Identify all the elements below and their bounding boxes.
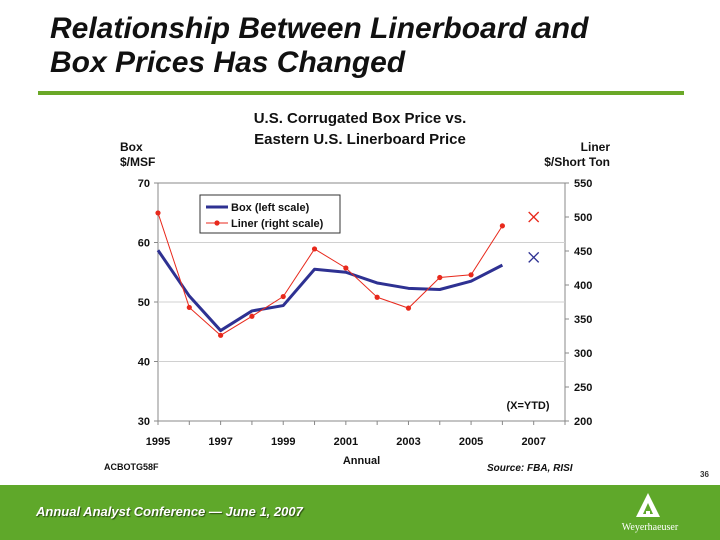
right-axis-title-line2: $/Short Ton [544, 155, 610, 169]
x-axis-tick-label: 1999 [271, 436, 295, 448]
footer-band [0, 485, 720, 540]
legend-liner-marker [214, 220, 220, 226]
left-axis-title-line2: $/MSF [120, 155, 156, 169]
right-axis-tick-label: 300 [574, 348, 592, 360]
chart-title-line1: U.S. Corrugated Box Price vs. [253, 110, 467, 127]
right-axis-tick-label: 450 [574, 246, 592, 258]
right-axis-title-line1: Liner [580, 140, 610, 154]
left-axis-title: Box $/MSF [120, 140, 155, 170]
logo-text: Weyerhaeuser [621, 522, 679, 533]
chart-title: U.S. Corrugated Box Price vs. Eastern U.… [200, 108, 520, 150]
left-axis-tick-label: 50 [138, 297, 150, 309]
right-axis-tick-label: 500 [574, 212, 592, 224]
liner-data-point [280, 293, 286, 300]
footer-text: Annual Analyst Conference — June 1, 2007 [36, 504, 303, 519]
liner-data-point [499, 223, 505, 229]
left-axis-tick-label: 40 [138, 357, 150, 369]
legend-box [199, 194, 341, 234]
slide-title: Relationship Between Linerboard and Box … [50, 12, 690, 80]
ytd-annotation: (X=YTD) [506, 400, 549, 412]
liner-data-point [218, 332, 224, 338]
left-axis-tick-label: 30 [138, 416, 150, 428]
box-series-line [156, 249, 504, 333]
right-axis-tick-label: 550 [574, 178, 592, 190]
slide-title-line2: Box Prices Has Changed [50, 46, 406, 79]
liner-data-point [374, 294, 380, 300]
source-note: Source: FBA, RISI [487, 463, 573, 474]
box-ytd-marker [528, 251, 540, 263]
slide-code: ACBOTG58F [104, 462, 159, 472]
title-divider [38, 91, 684, 95]
liner-data-point [155, 210, 161, 216]
tree-logo-icon [636, 493, 660, 517]
right-axis-title: Liner $/Short Ton [520, 140, 610, 170]
weyerhaeuser-logo: Weyerhaeuser [613, 492, 683, 536]
liner-data-point [405, 305, 412, 311]
right-axis-tick-label: 350 [574, 314, 592, 326]
liner-data-point [249, 313, 255, 319]
x-axis-tick-label: 2005 [459, 436, 483, 448]
liner-data-point [437, 274, 443, 281]
slide-title-line1: Relationship Between Linerboard and [50, 12, 589, 45]
x-axis-tick-label: 1997 [208, 436, 232, 448]
right-axis-tick-label: 400 [574, 280, 592, 292]
liner-data-point [468, 272, 474, 278]
liner-data-point [311, 246, 318, 252]
liner-data-point [343, 265, 349, 271]
x-axis-tick-label: 1995 [146, 436, 170, 448]
right-axis-tick-label: 250 [574, 382, 592, 394]
right-axis-tick-label: 200 [574, 416, 592, 428]
chart-title-line2: Eastern U.S. Linerboard Price [254, 131, 466, 148]
legend-liner-label: Liner (right scale) [231, 218, 324, 230]
left-axis-tick-label: 60 [138, 238, 150, 250]
liner-data-point [186, 304, 192, 311]
x-axis-title: Annual [343, 455, 380, 467]
liner-series-line [157, 212, 503, 336]
x-axis-tick-label: 2007 [521, 436, 545, 448]
x-axis-tick-label: 2001 [334, 436, 358, 448]
left-axis-title-line1: Box [120, 140, 143, 154]
legend-box-label: Box (left scale) [231, 202, 310, 214]
x-axis-tick-label: 2003 [396, 436, 420, 448]
line-chart: 30 40 50 60 70 200 250 300 350 400 450 500 550 1995 19… [138, 178, 593, 467]
liner-ytd-marker [528, 211, 540, 223]
left-axis-tick-label: 70 [138, 178, 150, 190]
page-number: 36 [700, 470, 709, 479]
